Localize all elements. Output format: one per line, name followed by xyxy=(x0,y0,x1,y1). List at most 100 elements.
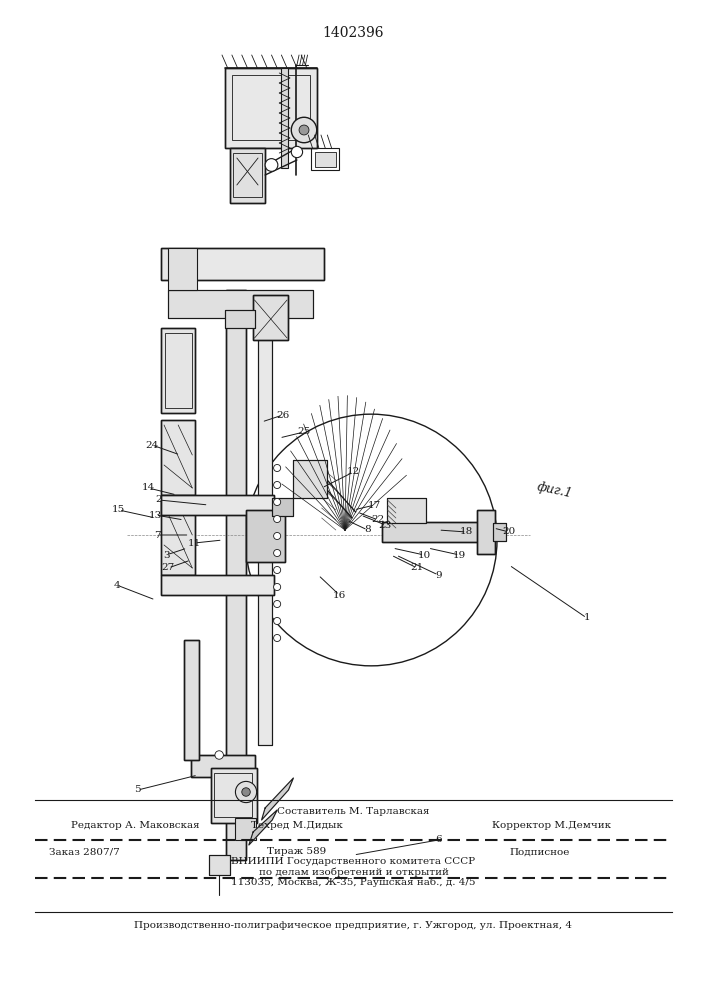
Text: 18: 18 xyxy=(460,528,473,536)
Bar xyxy=(272,498,293,516)
Text: Редактор А. Маковская: Редактор А. Маковская xyxy=(71,820,199,830)
Bar xyxy=(168,248,197,290)
Text: 13: 13 xyxy=(149,510,162,520)
Bar xyxy=(272,498,293,516)
Text: Тираж 589: Тираж 589 xyxy=(267,848,327,856)
Bar xyxy=(493,523,506,541)
Bar xyxy=(225,310,255,328)
Bar xyxy=(226,290,246,770)
Circle shape xyxy=(274,515,281,523)
Bar xyxy=(161,500,195,575)
Bar xyxy=(214,773,252,817)
Bar xyxy=(191,755,255,777)
Bar xyxy=(253,295,288,340)
Circle shape xyxy=(274,566,281,574)
Bar xyxy=(258,295,272,745)
Circle shape xyxy=(299,125,309,135)
Circle shape xyxy=(274,498,281,506)
Polygon shape xyxy=(249,810,277,845)
Circle shape xyxy=(274,464,281,472)
Text: Техред М.Дидык: Техред М.Дидык xyxy=(251,820,343,830)
Bar xyxy=(477,510,495,554)
Bar xyxy=(209,855,230,875)
Bar xyxy=(382,522,479,542)
Bar xyxy=(226,770,246,860)
Bar xyxy=(477,510,495,554)
Text: фиг.1: фиг.1 xyxy=(536,480,574,500)
Bar xyxy=(233,153,262,197)
Bar xyxy=(232,75,310,140)
Bar xyxy=(211,768,257,823)
Circle shape xyxy=(274,481,281,489)
Bar xyxy=(161,500,195,575)
Bar xyxy=(311,148,339,170)
Bar xyxy=(293,460,327,498)
Bar xyxy=(161,420,195,495)
Bar xyxy=(293,460,327,498)
Text: 2: 2 xyxy=(156,495,163,504)
Text: Составитель М. Тарлавская: Составитель М. Тарлавская xyxy=(277,808,430,816)
Text: 3: 3 xyxy=(163,550,170,560)
Text: 11: 11 xyxy=(188,538,201,548)
Text: 19: 19 xyxy=(453,550,466,560)
Text: 12: 12 xyxy=(347,468,360,477)
Text: 5: 5 xyxy=(134,786,141,794)
Bar xyxy=(225,68,317,148)
Bar xyxy=(225,68,317,148)
Bar xyxy=(225,310,255,328)
Bar xyxy=(161,248,324,280)
Bar xyxy=(161,420,195,495)
Text: 10: 10 xyxy=(418,550,431,560)
Bar xyxy=(161,495,274,515)
Bar xyxy=(315,152,336,167)
Bar xyxy=(253,295,288,340)
Text: ВНИИПИ Государственного комитета СССР: ВНИИПИ Государственного комитета СССР xyxy=(231,857,476,866)
Text: 23: 23 xyxy=(379,520,392,530)
Circle shape xyxy=(265,159,278,171)
Bar xyxy=(168,290,313,318)
Bar xyxy=(191,755,255,777)
Bar xyxy=(258,295,272,745)
Circle shape xyxy=(274,600,281,608)
Text: Корректор М.Демчик: Корректор М.Демчик xyxy=(492,820,611,830)
Circle shape xyxy=(215,751,223,759)
Text: 113035, Москва, Ж-35, Раушская наб., д. 4/5: 113035, Москва, Ж-35, Раушская наб., д. … xyxy=(231,877,476,887)
Bar xyxy=(387,498,426,523)
Text: 16: 16 xyxy=(333,590,346,599)
Text: 17: 17 xyxy=(368,500,381,510)
Bar xyxy=(281,68,288,168)
Text: 20: 20 xyxy=(503,528,515,536)
Circle shape xyxy=(274,532,281,540)
Circle shape xyxy=(235,781,257,803)
Bar xyxy=(226,290,246,770)
Bar xyxy=(184,640,199,760)
Text: 7: 7 xyxy=(153,530,160,540)
Text: 27: 27 xyxy=(162,564,175,572)
Text: 15: 15 xyxy=(112,506,125,514)
Text: 9: 9 xyxy=(435,570,442,580)
Text: по делам изобретений и открытий: по делам изобретений и открытий xyxy=(259,867,448,877)
Circle shape xyxy=(274,583,281,591)
Bar xyxy=(246,510,285,562)
Text: 26: 26 xyxy=(276,410,289,420)
Bar xyxy=(382,522,479,542)
Text: Подписное: Подписное xyxy=(509,848,569,856)
Circle shape xyxy=(274,634,281,642)
Bar xyxy=(230,148,265,203)
Bar xyxy=(161,328,195,413)
Bar xyxy=(235,818,256,840)
Polygon shape xyxy=(262,778,293,820)
Bar xyxy=(161,575,274,595)
Circle shape xyxy=(274,549,281,557)
Text: 14: 14 xyxy=(142,484,155,492)
Bar xyxy=(184,640,199,760)
Bar xyxy=(211,768,257,823)
Bar xyxy=(168,290,313,318)
Circle shape xyxy=(291,146,303,158)
Bar xyxy=(387,498,426,523)
Text: Заказ 2807/7: Заказ 2807/7 xyxy=(49,848,120,856)
Text: 1402396: 1402396 xyxy=(323,26,384,40)
Bar xyxy=(161,328,195,413)
Bar xyxy=(246,510,285,562)
Text: 25: 25 xyxy=(298,428,310,436)
